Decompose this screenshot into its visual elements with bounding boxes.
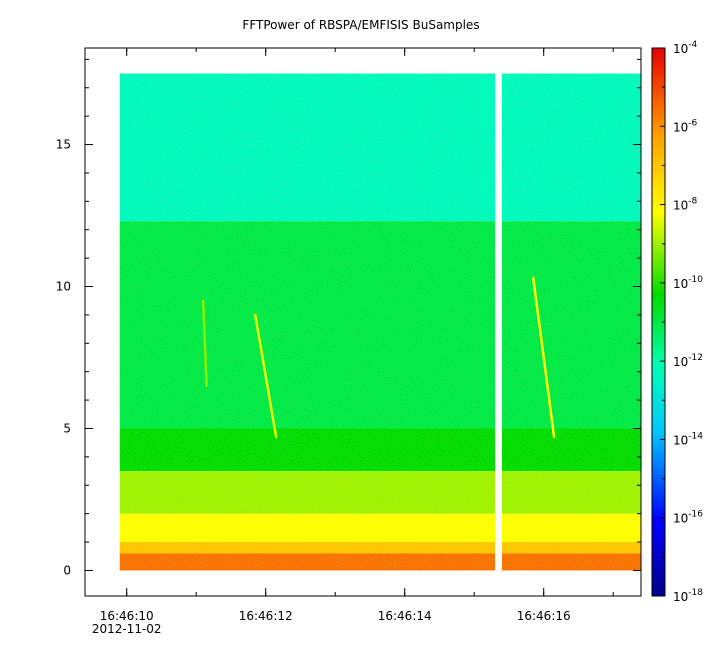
colorbar-ticks: 10-4 10-6 10-8 10-10 10-12 10-14 10-16 10-18 [660, 40, 703, 604]
colorbar-tick-label: 10-10 [673, 275, 703, 291]
y-tick-label: 15 [56, 138, 71, 152]
colorbar-tick-label: 10-6 [673, 118, 698, 134]
colorbar-tick-label: 10-16 [673, 510, 703, 526]
colorbar-tick-label: 10-12 [673, 353, 703, 369]
y-tick-label: 0 [63, 563, 71, 577]
data-gap [495, 72, 502, 572]
x-tick-label: 16:46:12 [239, 609, 293, 623]
colorbar: 10-4 10-6 10-8 10-10 10-12 10-14 10-16 10-18 [651, 40, 703, 604]
chart-title: FFTPower of RBSPA/EMFISIS BuSamples [242, 18, 479, 32]
colorbar-tick-label: 10-14 [673, 431, 703, 447]
x-date-label: 2012-11-02 [92, 622, 162, 636]
colorbar-tick-label: 10-18 [673, 588, 703, 604]
y-axis: 0 5 10 15 [56, 58, 641, 577]
colorbar-tick-label: 10-4 [673, 40, 698, 56]
plot-frame [84, 47, 642, 597]
x-tick-label: 16:46:10 [100, 609, 154, 623]
x-tick-label: 16:46:16 [517, 609, 571, 623]
colorbar-tick-label: 10-8 [673, 197, 698, 213]
y-tick-label: 10 [56, 280, 71, 294]
heatmap-noise-texture [119, 73, 641, 571]
x-tick-label: 16:46:14 [378, 609, 432, 623]
y-tick-label: 5 [63, 421, 71, 435]
